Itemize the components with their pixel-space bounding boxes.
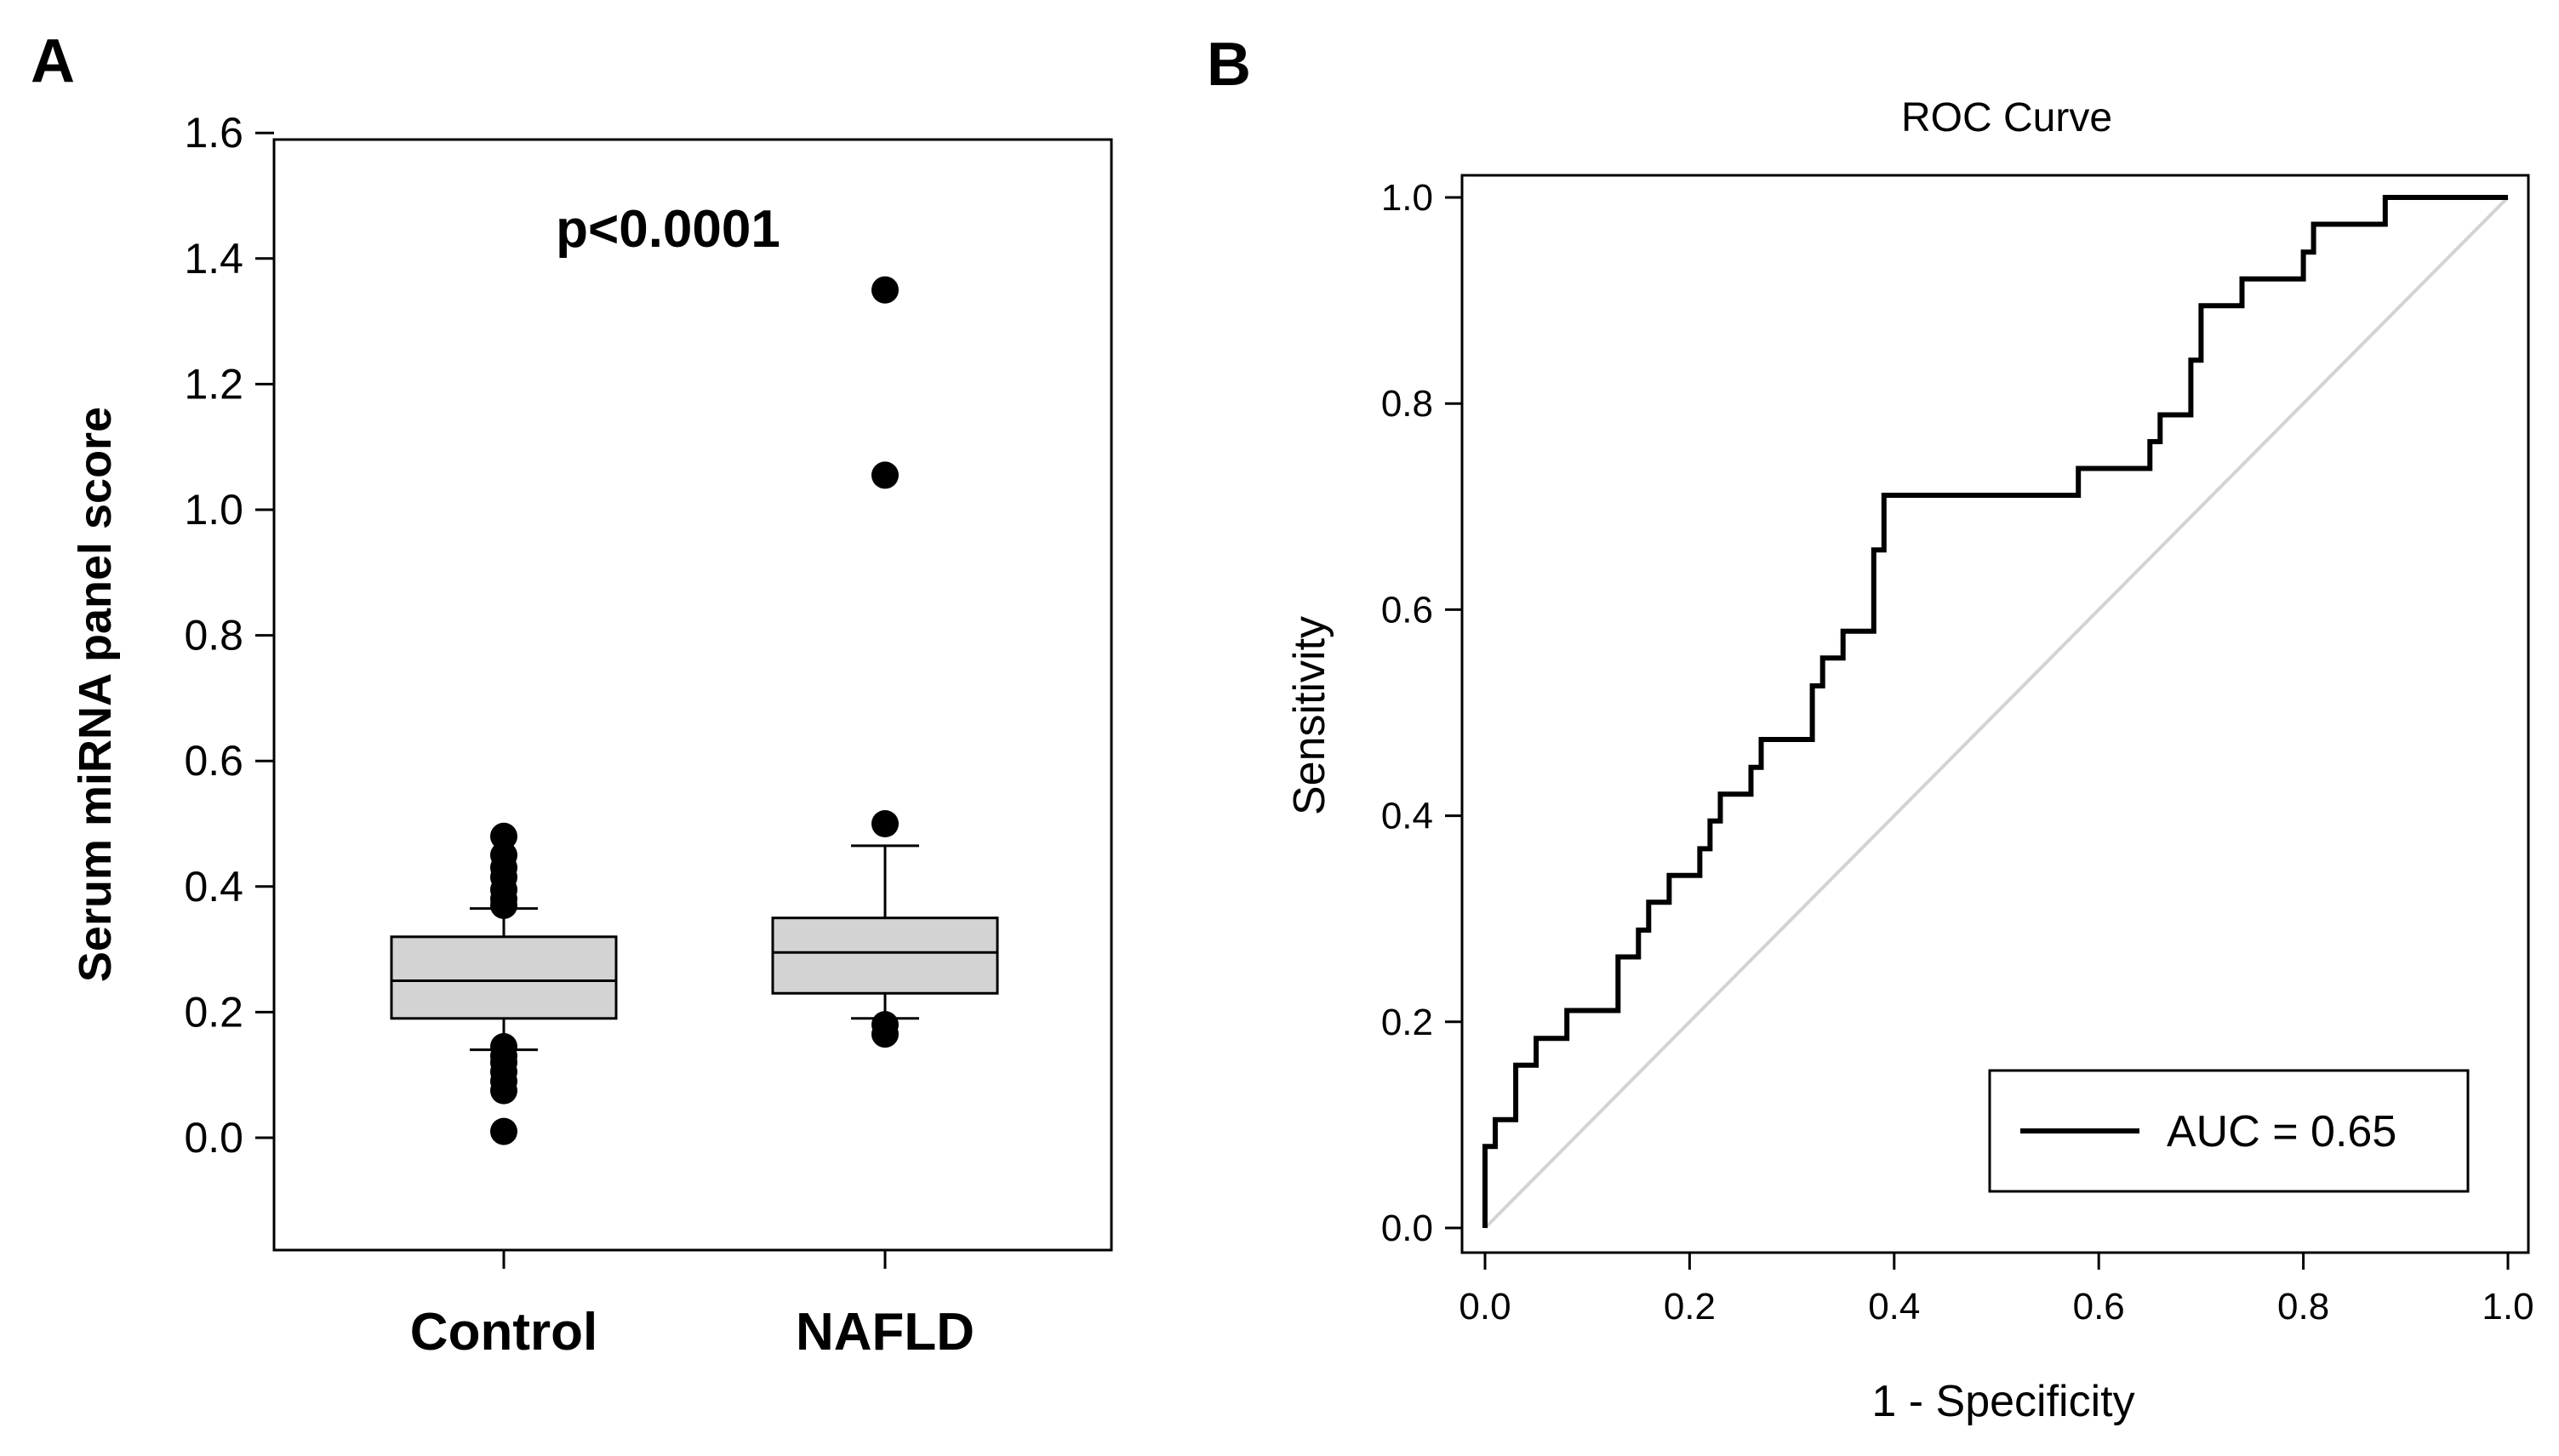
plot-frame-b: [1460, 174, 2530, 1254]
x-ticks-b: 0.0 0.2 0.4 0.6 0.8 1.0: [1459, 1253, 2534, 1328]
x-tick-label-b: 0.6: [2073, 1286, 2125, 1328]
y-tick-label-b: 0.0: [1381, 1208, 1433, 1249]
y-tick-label-b: 0.4: [1381, 796, 1433, 837]
y-tick-label-b: 0.2: [1381, 1002, 1433, 1043]
panel-b: B ROC Curve 1 - Specificity Sensitivity …: [1207, 31, 2534, 1426]
y-tick-label-a: 1.2: [184, 360, 243, 408]
box-group-nafld: [771, 276, 999, 1048]
category-label: Control: [410, 1303, 597, 1362]
series-b: [1482, 195, 2510, 1230]
y-tick-label-a: 0.0: [184, 1114, 243, 1162]
y-tick-label-a: 1.0: [184, 486, 243, 534]
reference-diagonal-line: [1483, 196, 2510, 1230]
roc-curve-line: [1482, 195, 2508, 1228]
category-labels-a: Control NAFLD: [410, 1250, 974, 1362]
boxes-a: [390, 276, 999, 1145]
outlier-point: [490, 1117, 517, 1145]
panel-label-a: A: [31, 27, 75, 95]
panel-label-b: B: [1207, 31, 1251, 99]
x-tick-label-b: 0.4: [1868, 1286, 1920, 1328]
outlier-point: [490, 1032, 517, 1060]
chart-title-b: ROC Curve: [1901, 95, 2112, 140]
y-tick-label-a: 0.8: [184, 612, 243, 659]
x-axis-label-b: 1 - Specificity: [1871, 1377, 2134, 1426]
x-tick-label-b: 0.0: [1459, 1286, 1511, 1328]
y-tick-label-a: 0.6: [184, 737, 243, 785]
box-iqr: [390, 935, 618, 1020]
outlier-point: [490, 841, 517, 869]
y-ticks-a: 0.0 0.2 0.4 0.6 0.8 1.0 1.2 1.4 1.6: [184, 109, 274, 1162]
outlier-point: [871, 1011, 899, 1039]
y-tick-label-a: 0.4: [184, 863, 243, 911]
outlier-point: [871, 461, 899, 489]
outlier-point: [490, 822, 517, 850]
category-label: NAFLD: [796, 1303, 974, 1362]
legend-label: AUC = 0.65: [2167, 1107, 2396, 1156]
y-tick-label-b: 1.0: [1381, 177, 1433, 219]
y-tick-label-a: 0.2: [184, 988, 243, 1036]
outlier-point: [871, 810, 899, 837]
box-group-control: [390, 822, 618, 1145]
y-tick-label-a: 1.4: [184, 235, 243, 283]
y-axis-label-a: Serum miRNA panel score: [70, 407, 121, 982]
outlier-point: [871, 276, 899, 304]
y-ticks-b: 0.0 0.2 0.4 0.6 0.8 1.0: [1381, 177, 1462, 1249]
x-tick-label-b: 0.2: [1664, 1286, 1716, 1328]
y-tick-label-a: 1.6: [184, 109, 243, 157]
panel-a: A p<0.0001 Serum miRNA panel score 0.00.…: [31, 27, 1113, 1362]
y-tick-label-b: 0.6: [1381, 589, 1433, 631]
legend-b: AUC = 0.65: [1988, 1069, 2470, 1193]
box-iqr: [771, 916, 999, 995]
plot-frame-a: [272, 138, 1113, 1252]
y-axis-label-b: Sensitivity: [1285, 616, 1334, 815]
p-value-annotation: p<0.0001: [556, 200, 780, 259]
y-tick-label-b: 0.8: [1381, 383, 1433, 425]
x-tick-label-b: 0.8: [2277, 1286, 2329, 1328]
x-tick-label-b: 1.0: [2482, 1286, 2533, 1328]
